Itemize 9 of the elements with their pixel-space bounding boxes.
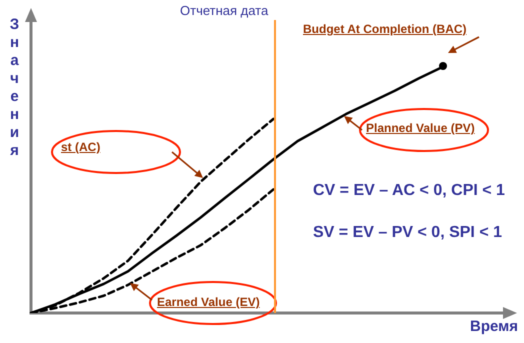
- annotation: st (AC): [61, 140, 100, 154]
- annotation: SV = EV – PV < 0, SPI < 1: [313, 224, 502, 242]
- annotation: Earned Value (EV): [157, 295, 260, 309]
- text: Budget At Completion (BAC): [303, 22, 467, 36]
- text: Отчетная дата: [180, 3, 268, 18]
- annotation: Planned Value (PV): [366, 121, 475, 135]
- annotation: CV = EV – AC < 0, CPI < 1: [313, 182, 505, 200]
- x-axis-title: Время: [470, 318, 518, 335]
- y-axis-title: Значения: [6, 16, 23, 160]
